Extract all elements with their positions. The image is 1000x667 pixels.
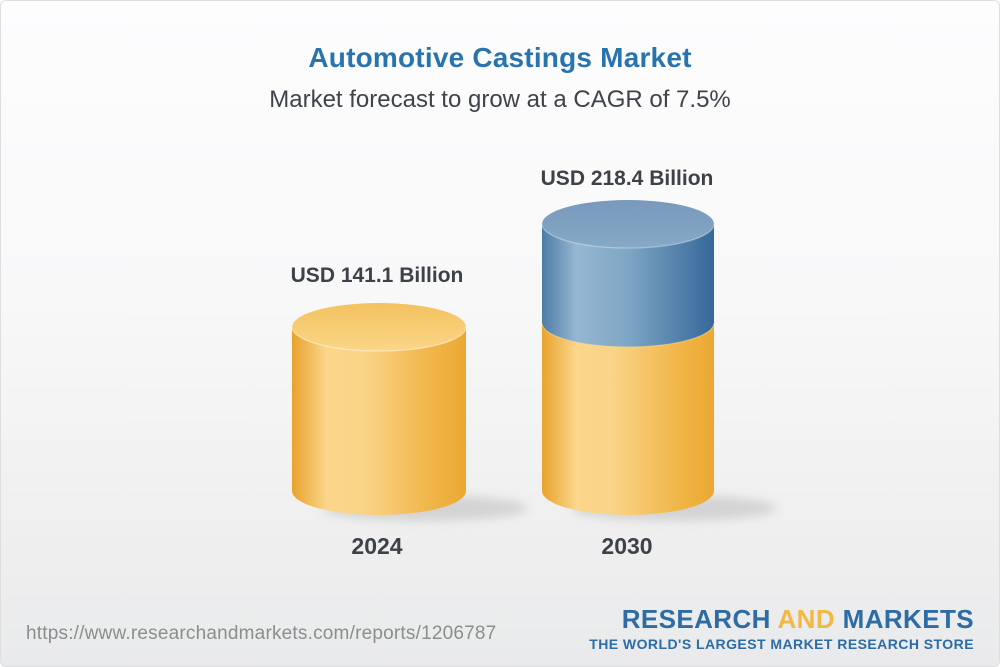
cylinder-2024-body	[292, 327, 466, 515]
cylinder-2024-top	[292, 303, 466, 351]
logo-word-markets: MARKETS	[842, 604, 974, 634]
page-title: Automotive Castings Market	[308, 42, 692, 73]
category-label-2030: 2030	[601, 533, 653, 559]
research-and-markets-logo: RESEARCH AND MARKETS THE WORLD'S LARGEST…	[589, 604, 974, 652]
value-label-2024: USD 141.1 Billion	[290, 264, 464, 287]
logo-word-research: RESEARCH	[621, 604, 771, 634]
cylinder-2030-top	[542, 200, 714, 248]
category-label-2024: 2024	[351, 533, 403, 559]
cylinder-2030-growth-body	[542, 224, 714, 347]
logo-word-and: AND	[777, 604, 836, 634]
cylinder-2024-rim-highlight	[291, 326, 467, 352]
logo-tagline: THE WORLD'S LARGEST MARKET RESEARCH STOR…	[589, 636, 974, 652]
logo-wordmark: RESEARCH AND MARKETS	[589, 604, 974, 634]
cylinder-2030-base-body	[542, 323, 714, 515]
value-label-2030: USD 218.4 Billion	[540, 167, 714, 190]
cylinder-2030-rim-highlight	[541, 223, 715, 249]
report-url: https://www.researchandmarkets.com/repor…	[26, 623, 497, 644]
cylinder-2030-segment-rim	[541, 322, 715, 348]
page-subtitle: Market forecast to grow at a CAGR of 7.5…	[269, 86, 731, 113]
